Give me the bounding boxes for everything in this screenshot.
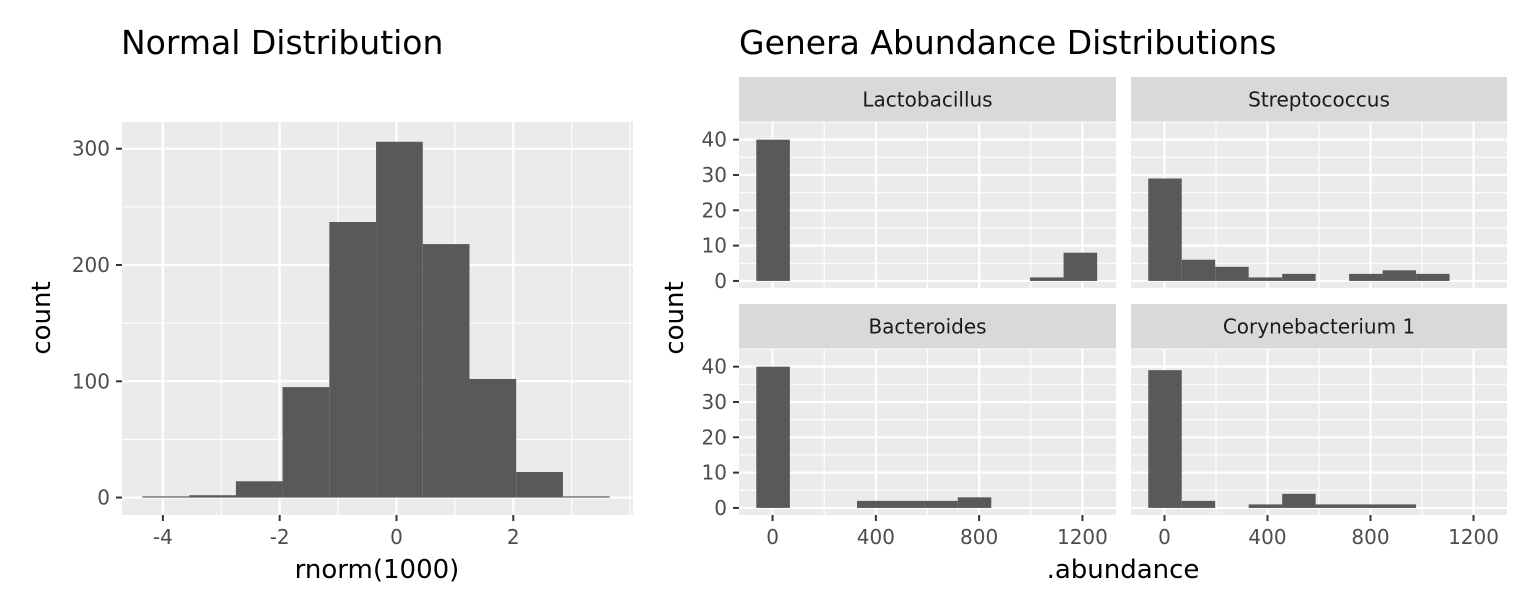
facet-strip [739, 77, 1116, 122]
axes: -4 -2 0 2 0 100 200 300 [72, 137, 520, 549]
facet-panels: Lactobacillus Streptococcus Bacteroides Cor… [739, 77, 1507, 515]
histogram-bar [1063, 252, 1098, 281]
histogram-bar [1349, 504, 1383, 508]
y-tick-label: 30 [702, 390, 727, 414]
histogram-bar [756, 139, 790, 281]
x-tick-label: 400 [857, 525, 895, 549]
facet-strip-label: Bacteroides [868, 315, 986, 339]
histogram-bar [1416, 273, 1450, 281]
histogram-bar [376, 141, 423, 498]
x-tick-label: -2 [270, 525, 290, 549]
x-tick-label: 800 [1351, 525, 1389, 549]
facet-panel: Bacteroides [739, 304, 1116, 515]
histogram-bar [235, 481, 283, 498]
histogram-bar [857, 500, 891, 508]
facet-panel: Corynebacterium 1 [1131, 304, 1507, 515]
histogram-bar [1382, 270, 1417, 281]
histogram-bar [924, 500, 958, 508]
x-tick-label: 800 [960, 525, 998, 549]
chart-title: Normal Distribution [121, 23, 443, 62]
y-tick-label: 20 [702, 198, 727, 222]
histogram-bar [142, 496, 190, 498]
x-tick-label: 400 [1248, 525, 1286, 549]
y-axis-label: count [27, 281, 57, 354]
histogram-bar [1030, 277, 1064, 281]
histogram-bar [189, 495, 236, 498]
y-tick-label: 0 [97, 486, 110, 510]
facet-strip-label: Lactobacillus [862, 88, 992, 112]
histogram-bar [469, 378, 517, 498]
x-tick-label: 0 [390, 525, 403, 549]
x-tick-label: 0 [1158, 525, 1171, 549]
facet-strip [1131, 77, 1507, 122]
histogram-bar [1315, 504, 1350, 508]
facet-strip [739, 304, 1116, 349]
x-tick-label: 0 [766, 525, 779, 549]
y-tick-label: 10 [702, 234, 727, 258]
histogram-bar [1349, 273, 1383, 281]
y-tick-label: 40 [702, 128, 727, 152]
y-tick-label: 30 [702, 163, 727, 187]
x-tick-label: 1200 [1057, 525, 1108, 549]
facet-strip-label: Streptococcus [1248, 88, 1390, 112]
y-tick-label: 100 [72, 369, 110, 393]
genera-abundance-chart: Genera Abundance Distributions Lactobaci… [660, 23, 1507, 585]
histogram-bar [1248, 504, 1283, 508]
x-tick-label: -4 [153, 525, 173, 549]
y-tick-label: 20 [702, 425, 727, 449]
facet-strip-label: Corynebacterium 1 [1223, 315, 1415, 339]
facet-panel: Streptococcus [1131, 77, 1507, 288]
histogram-bar [890, 500, 925, 508]
histogram-bar [1148, 370, 1182, 508]
histogram-bar [422, 244, 470, 498]
histogram-bar [1181, 259, 1216, 281]
histogram-bars [142, 141, 610, 498]
x-axis-label: rnorm(1000) [295, 555, 460, 585]
y-axis-label: count [660, 281, 690, 354]
y-tick-label: 10 [702, 461, 727, 485]
histogram-bar [562, 496, 610, 498]
normal-distribution-chart: Normal Distribution -4 -2 0 2 0 100 200 300 rno… [27, 23, 633, 585]
histogram-bar [1282, 273, 1316, 281]
histogram-bar [1215, 266, 1249, 281]
y-tick-label: 0 [714, 496, 727, 520]
y-tick-label: 40 [702, 355, 727, 379]
histogram-bar [1282, 493, 1316, 508]
histogram-bar [516, 471, 563, 498]
x-tick-label: 2 [507, 525, 520, 549]
x-tick-label: 1200 [1448, 525, 1499, 549]
facet-strip [1131, 304, 1507, 349]
histogram-bar [282, 387, 330, 498]
y-tick-label: 300 [72, 137, 110, 161]
histogram-bar [1248, 277, 1283, 281]
histogram-bar [756, 366, 790, 508]
histogram-bar [1148, 178, 1182, 281]
y-tick-label: 0 [714, 269, 727, 293]
chart-title: Genera Abundance Distributions [739, 23, 1276, 62]
facet-panel: Lactobacillus [739, 77, 1116, 288]
y-tick-label: 200 [72, 253, 110, 277]
histogram-bar [957, 497, 992, 508]
histogram-bar [1382, 504, 1417, 508]
x-axis-label: .abundance [1047, 555, 1200, 585]
histogram-bar [329, 221, 377, 498]
histogram-bar [1181, 500, 1216, 508]
